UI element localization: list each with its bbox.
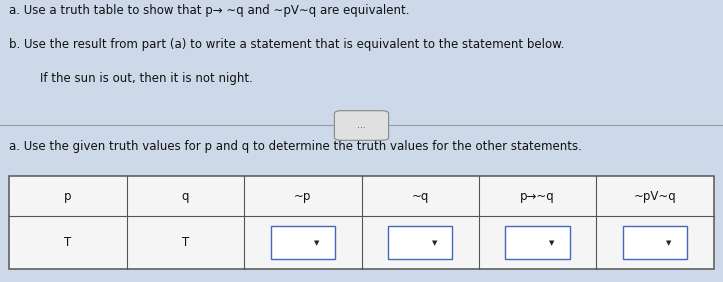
Bar [623,226,687,259]
Bar [388,226,453,259]
Text: ~q: ~q [411,190,429,203]
Bar [505,226,570,259]
Text: ▼: ▼ [667,240,672,246]
Text: T: T [181,236,189,249]
Text: If the sun is out, then it is not night.: If the sun is out, then it is not night. [40,72,252,85]
Text: a. Use the given truth values for p and q to determine the truth values for the : a. Use the given truth values for p and … [9,140,582,153]
Text: p→~q: p→~q [520,190,555,203]
Text: ...: ... [357,121,366,130]
Text: ▼: ▼ [432,240,437,246]
Text: a. Use a truth table to show that p→ ∼q and ∼pV∼q are equivalent.: a. Use a truth table to show that p→ ∼q … [9,4,410,17]
Text: q: q [181,190,189,203]
Text: ~pV~q: ~pV~q [633,190,676,203]
Text: ▼: ▼ [315,240,320,246]
Bar [9,176,714,269]
FancyBboxPatch shape [334,111,389,140]
Text: p: p [64,190,72,203]
Text: ~p: ~p [294,190,312,203]
Text: ▼: ▼ [549,240,555,246]
Bar [270,226,335,259]
Text: T: T [64,236,72,249]
Text: b. Use the result from part (a) to write a statement that is equivalent to the s: b. Use the result from part (a) to write… [9,38,565,51]
